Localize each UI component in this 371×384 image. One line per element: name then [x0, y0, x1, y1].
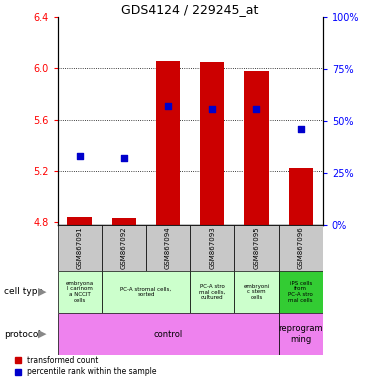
Bar	[234, 271, 279, 313]
Title: GDS4124 / 229245_at: GDS4124 / 229245_at	[121, 3, 259, 16]
Text: GSM867095: GSM867095	[253, 226, 259, 269]
Bar	[58, 225, 102, 271]
Text: cell type: cell type	[4, 287, 43, 296]
Text: GSM867096: GSM867096	[298, 226, 304, 269]
Bar	[156, 61, 180, 225]
Text: GSM867091: GSM867091	[76, 226, 83, 269]
Point	[121, 155, 127, 161]
Bar	[146, 225, 190, 271]
Point	[209, 106, 215, 112]
Bar	[58, 313, 279, 355]
Text: GSM867094: GSM867094	[165, 226, 171, 269]
Bar	[279, 271, 323, 313]
Bar	[112, 218, 136, 225]
Bar	[102, 271, 190, 313]
Text: reprogram
ming: reprogram ming	[278, 324, 323, 344]
Text: embryoni
c stem
cells: embryoni c stem cells	[243, 283, 270, 300]
Text: PC-A stromal cells,
sorted: PC-A stromal cells, sorted	[120, 286, 171, 297]
Bar	[190, 225, 234, 271]
Bar	[68, 217, 92, 225]
Bar	[190, 271, 234, 313]
Point	[165, 103, 171, 109]
Bar	[289, 168, 313, 225]
Point	[253, 106, 259, 112]
Bar	[200, 62, 224, 225]
Text: iPS cells
from
PC-A stro
mal cells: iPS cells from PC-A stro mal cells	[288, 281, 313, 303]
Text: embryona
l carinom
a NCCIT
cells: embryona l carinom a NCCIT cells	[66, 281, 94, 303]
Text: protocol: protocol	[4, 329, 41, 339]
Text: GSM867092: GSM867092	[121, 226, 127, 269]
Text: PC-A stro
mal cells,
cultured: PC-A stro mal cells, cultured	[199, 283, 225, 300]
Point	[298, 126, 303, 132]
Text: GSM867093: GSM867093	[209, 226, 215, 269]
Bar	[279, 313, 323, 355]
Bar	[234, 225, 279, 271]
Bar	[58, 271, 102, 313]
Text: ▶: ▶	[39, 329, 47, 339]
Text: control: control	[153, 329, 183, 339]
Text: ▶: ▶	[39, 287, 47, 297]
Bar	[279, 225, 323, 271]
Point	[77, 153, 83, 159]
Bar	[244, 71, 269, 225]
Legend: transformed count, percentile rank within the sample: transformed count, percentile rank withi…	[15, 356, 157, 376]
Bar	[102, 225, 146, 271]
